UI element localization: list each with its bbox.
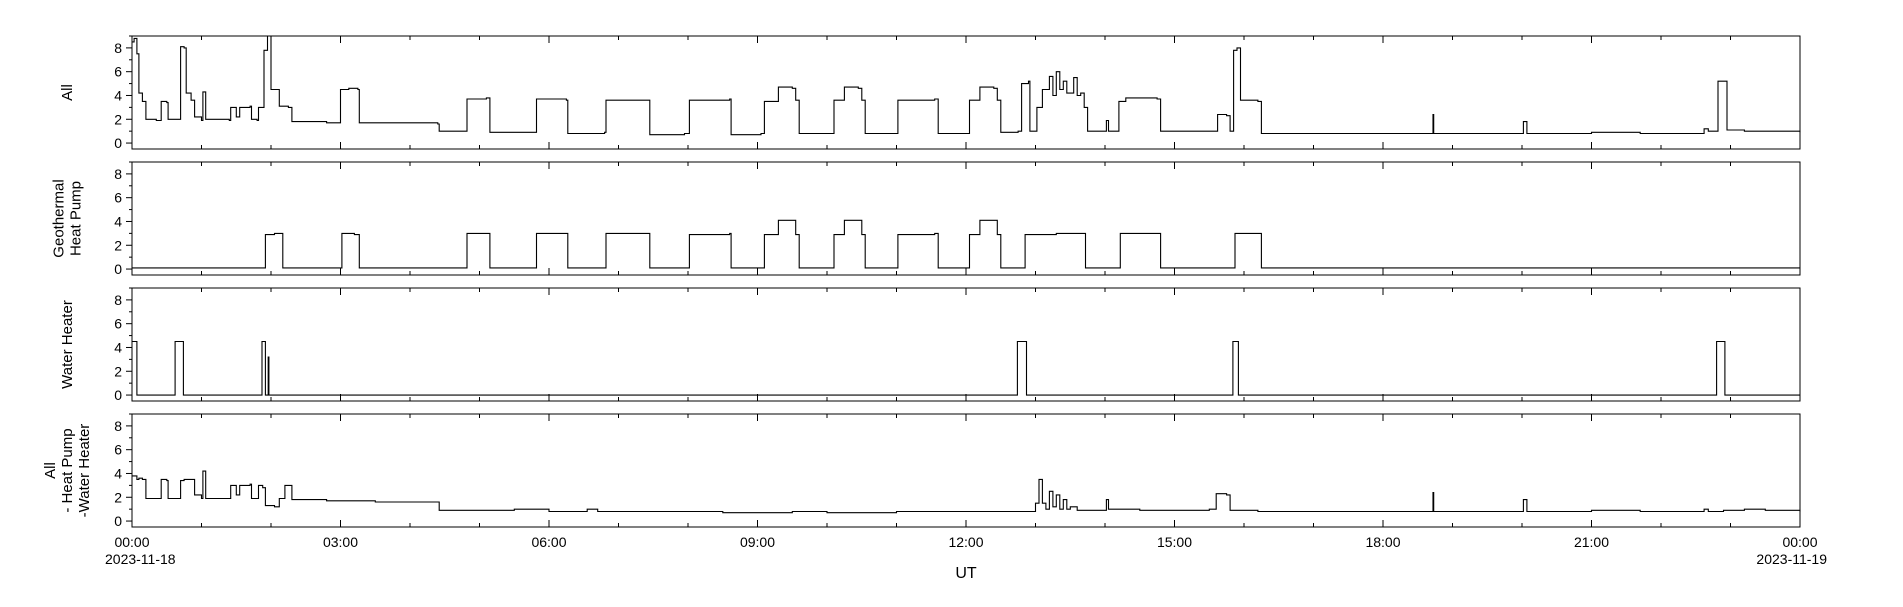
y-axis-label: Geothermal <box>51 179 68 257</box>
y-tick-label: 8 <box>114 40 122 56</box>
y-tick-label: 8 <box>114 166 122 182</box>
panels-group: 0 2 4 6 8 All 0 2 4 6 8 Geothermal Heat Pump 0 2 4 6 8 Wat… <box>42 35 1801 529</box>
x-axis: 00:00 03:00 06:00 09:00 12:00 15:00 18:00 21:00… <box>105 534 1827 567</box>
x-tick-label: 15:00 <box>1157 534 1192 550</box>
y-tick-label: 0 <box>114 135 122 151</box>
x-tick-label: 03:00 <box>323 534 358 550</box>
series-line <box>132 35 1801 136</box>
panel-frame <box>131 161 1801 276</box>
y-tick-label: 4 <box>114 213 122 229</box>
series-line <box>132 470 1801 514</box>
y-axis-label: All <box>42 462 59 479</box>
panel-frame <box>131 287 1801 402</box>
y-tick-label: 2 <box>114 363 122 379</box>
panel-3: 0 2 4 6 8 Water Heater <box>59 287 1801 403</box>
y-tick-label: 2 <box>114 111 122 127</box>
y-axis-label: Heat Pump <box>68 181 85 256</box>
x-axis-label: UT <box>955 565 977 582</box>
series-line <box>132 219 1800 269</box>
y-axis-label: Water Heater <box>59 300 76 389</box>
y-tick-label: 0 <box>114 387 122 403</box>
x-end-date-label: 2023-11-19 <box>1756 551 1827 567</box>
x-start-date-label: 2023-11-18 <box>105 551 176 567</box>
y-axis-label: - Heat Pump <box>59 428 76 512</box>
y-tick-label: 4 <box>114 87 122 103</box>
y-axis-label: All <box>59 84 76 101</box>
y-tick-label: 6 <box>114 64 122 80</box>
panel-frame <box>131 35 1801 150</box>
panel-2: 0 2 4 6 8 Geothermal Heat Pump <box>51 161 1801 277</box>
y-tick-label: 8 <box>114 292 122 308</box>
x-tick-label: 00:00 <box>1782 534 1817 550</box>
panel-4: 0 2 4 6 8 All - Heat Pump -Water Heater <box>42 413 1801 529</box>
y-tick-label: 0 <box>114 261 122 277</box>
y-tick-label: 4 <box>114 465 122 481</box>
y-axis-label: -Water Heater <box>76 424 93 518</box>
x-tick-label: 18:00 <box>1365 534 1400 550</box>
x-tick-label: 06:00 <box>531 534 566 550</box>
panel-frame <box>131 413 1801 528</box>
series-line <box>132 340 1800 396</box>
panel-1: 0 2 4 6 8 All <box>59 35 1801 151</box>
x-tick-label: 21:00 <box>1574 534 1609 550</box>
x-tick-label: 09:00 <box>740 534 775 550</box>
y-tick-label: 6 <box>114 316 122 332</box>
y-tick-label: 2 <box>114 489 122 505</box>
y-tick-label: 2 <box>114 237 122 253</box>
y-tick-label: 0 <box>114 513 122 529</box>
y-tick-label: 8 <box>114 418 122 434</box>
y-tick-label: 6 <box>114 190 122 206</box>
x-tick-label: 00:00 <box>114 534 149 550</box>
y-tick-label: 6 <box>114 442 122 458</box>
x-tick-label: 12:00 <box>948 534 983 550</box>
y-tick-label: 4 <box>114 339 122 355</box>
